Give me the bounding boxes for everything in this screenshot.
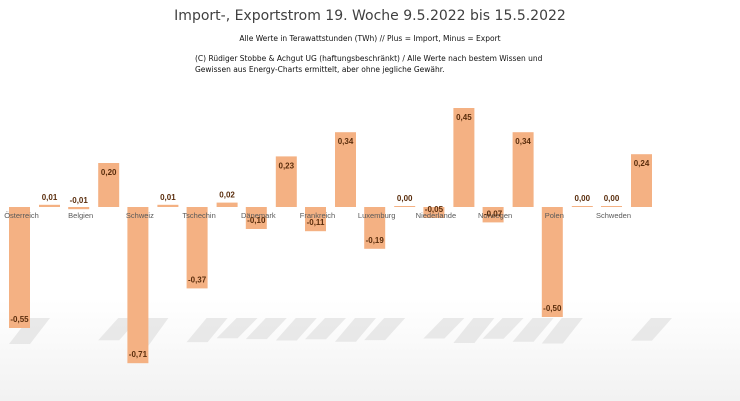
bar-shadow bbox=[275, 318, 317, 341]
bar-shadow bbox=[482, 318, 524, 339]
bar-export bbox=[364, 207, 386, 249]
bar-export bbox=[482, 207, 504, 223]
category-label: Tschechin bbox=[182, 211, 215, 220]
bar-export bbox=[68, 207, 90, 210]
value-label-export: -0,37 bbox=[188, 275, 207, 284]
value-label-import: 0,45 bbox=[456, 113, 472, 122]
bar-import bbox=[512, 132, 534, 207]
chart-subtitle: Alle Werte in Terawattstunden (TWh) // P… bbox=[239, 34, 501, 43]
bar-import bbox=[98, 163, 120, 207]
value-label-import: 0,00 bbox=[575, 194, 591, 203]
bar-import bbox=[335, 132, 356, 207]
bar-export bbox=[305, 207, 326, 232]
bar-shadow bbox=[186, 318, 228, 343]
bar-shadow bbox=[512, 318, 554, 342]
value-label-export: 0,00 bbox=[604, 194, 620, 203]
value-label-import: 0,02 bbox=[219, 191, 235, 200]
category-label: Frankreich bbox=[300, 211, 335, 220]
bar-shadow bbox=[245, 318, 287, 340]
bar-export bbox=[9, 207, 30, 328]
value-label-export: -0,07 bbox=[484, 209, 503, 218]
category-label: Belgien bbox=[68, 211, 93, 220]
value-label-export: -0,05 bbox=[425, 205, 444, 214]
bar-export bbox=[186, 207, 208, 289]
category-label: Österreich bbox=[4, 211, 39, 220]
bar-export bbox=[127, 207, 149, 364]
bar-shadow bbox=[9, 318, 50, 345]
value-label-import: 0,24 bbox=[634, 159, 650, 168]
bar-import bbox=[453, 108, 475, 207]
bar-import bbox=[39, 204, 60, 207]
category-label: Norwegen bbox=[478, 211, 512, 220]
bar-shadow bbox=[541, 318, 583, 344]
category-label: Niederlande bbox=[416, 211, 456, 220]
category-label: Schweiz bbox=[126, 211, 154, 220]
chart-note: (C) Rüdiger Stobbe & Achgut UG (haftungs… bbox=[195, 54, 543, 74]
bar-shadow bbox=[423, 318, 465, 339]
bar-import bbox=[216, 202, 238, 207]
bar-export bbox=[601, 206, 622, 207]
bar-shadow bbox=[305, 318, 346, 340]
category-label: Schweden bbox=[596, 211, 631, 220]
bar-shadow bbox=[631, 318, 672, 341]
chart-title: Import-, Exportstrom 19. Woche 9.5.2022 … bbox=[174, 8, 566, 24]
bar-shadow bbox=[335, 318, 376, 342]
category-label: Polen bbox=[545, 211, 564, 220]
value-label-import: 0,34 bbox=[338, 137, 354, 146]
value-label-export: -0,50 bbox=[543, 304, 562, 313]
value-label-import: 0,01 bbox=[160, 193, 176, 202]
bar-shadow bbox=[364, 318, 406, 341]
value-label-export: -0,19 bbox=[366, 236, 385, 245]
bar-import bbox=[157, 204, 179, 207]
value-label-import: 0,34 bbox=[515, 137, 531, 146]
value-label-import: 0,23 bbox=[279, 161, 295, 170]
bar-import bbox=[275, 156, 297, 207]
value-label-import: 0,01 bbox=[42, 193, 58, 202]
bar-shadow bbox=[216, 318, 258, 339]
bar-import bbox=[394, 206, 416, 207]
category-label: Dänemark bbox=[241, 211, 276, 220]
bar-shadow bbox=[453, 318, 495, 343]
plot-floor bbox=[0, 300, 740, 401]
bar-export bbox=[541, 207, 563, 317]
value-label-export: -0,01 bbox=[70, 196, 89, 205]
value-label-export: -0,10 bbox=[247, 216, 266, 225]
bar-export bbox=[423, 207, 445, 218]
value-label-export: -0,71 bbox=[129, 350, 148, 359]
category-label: Luxemburg bbox=[358, 211, 396, 220]
value-label-export: -0,55 bbox=[10, 315, 29, 324]
bar-import bbox=[631, 154, 652, 207]
bar-import bbox=[571, 206, 593, 207]
value-label-import: 0,00 bbox=[397, 194, 413, 203]
value-label-import: 0,20 bbox=[101, 168, 117, 177]
bar-export bbox=[245, 207, 267, 229]
value-label-export: -0,11 bbox=[307, 218, 325, 227]
